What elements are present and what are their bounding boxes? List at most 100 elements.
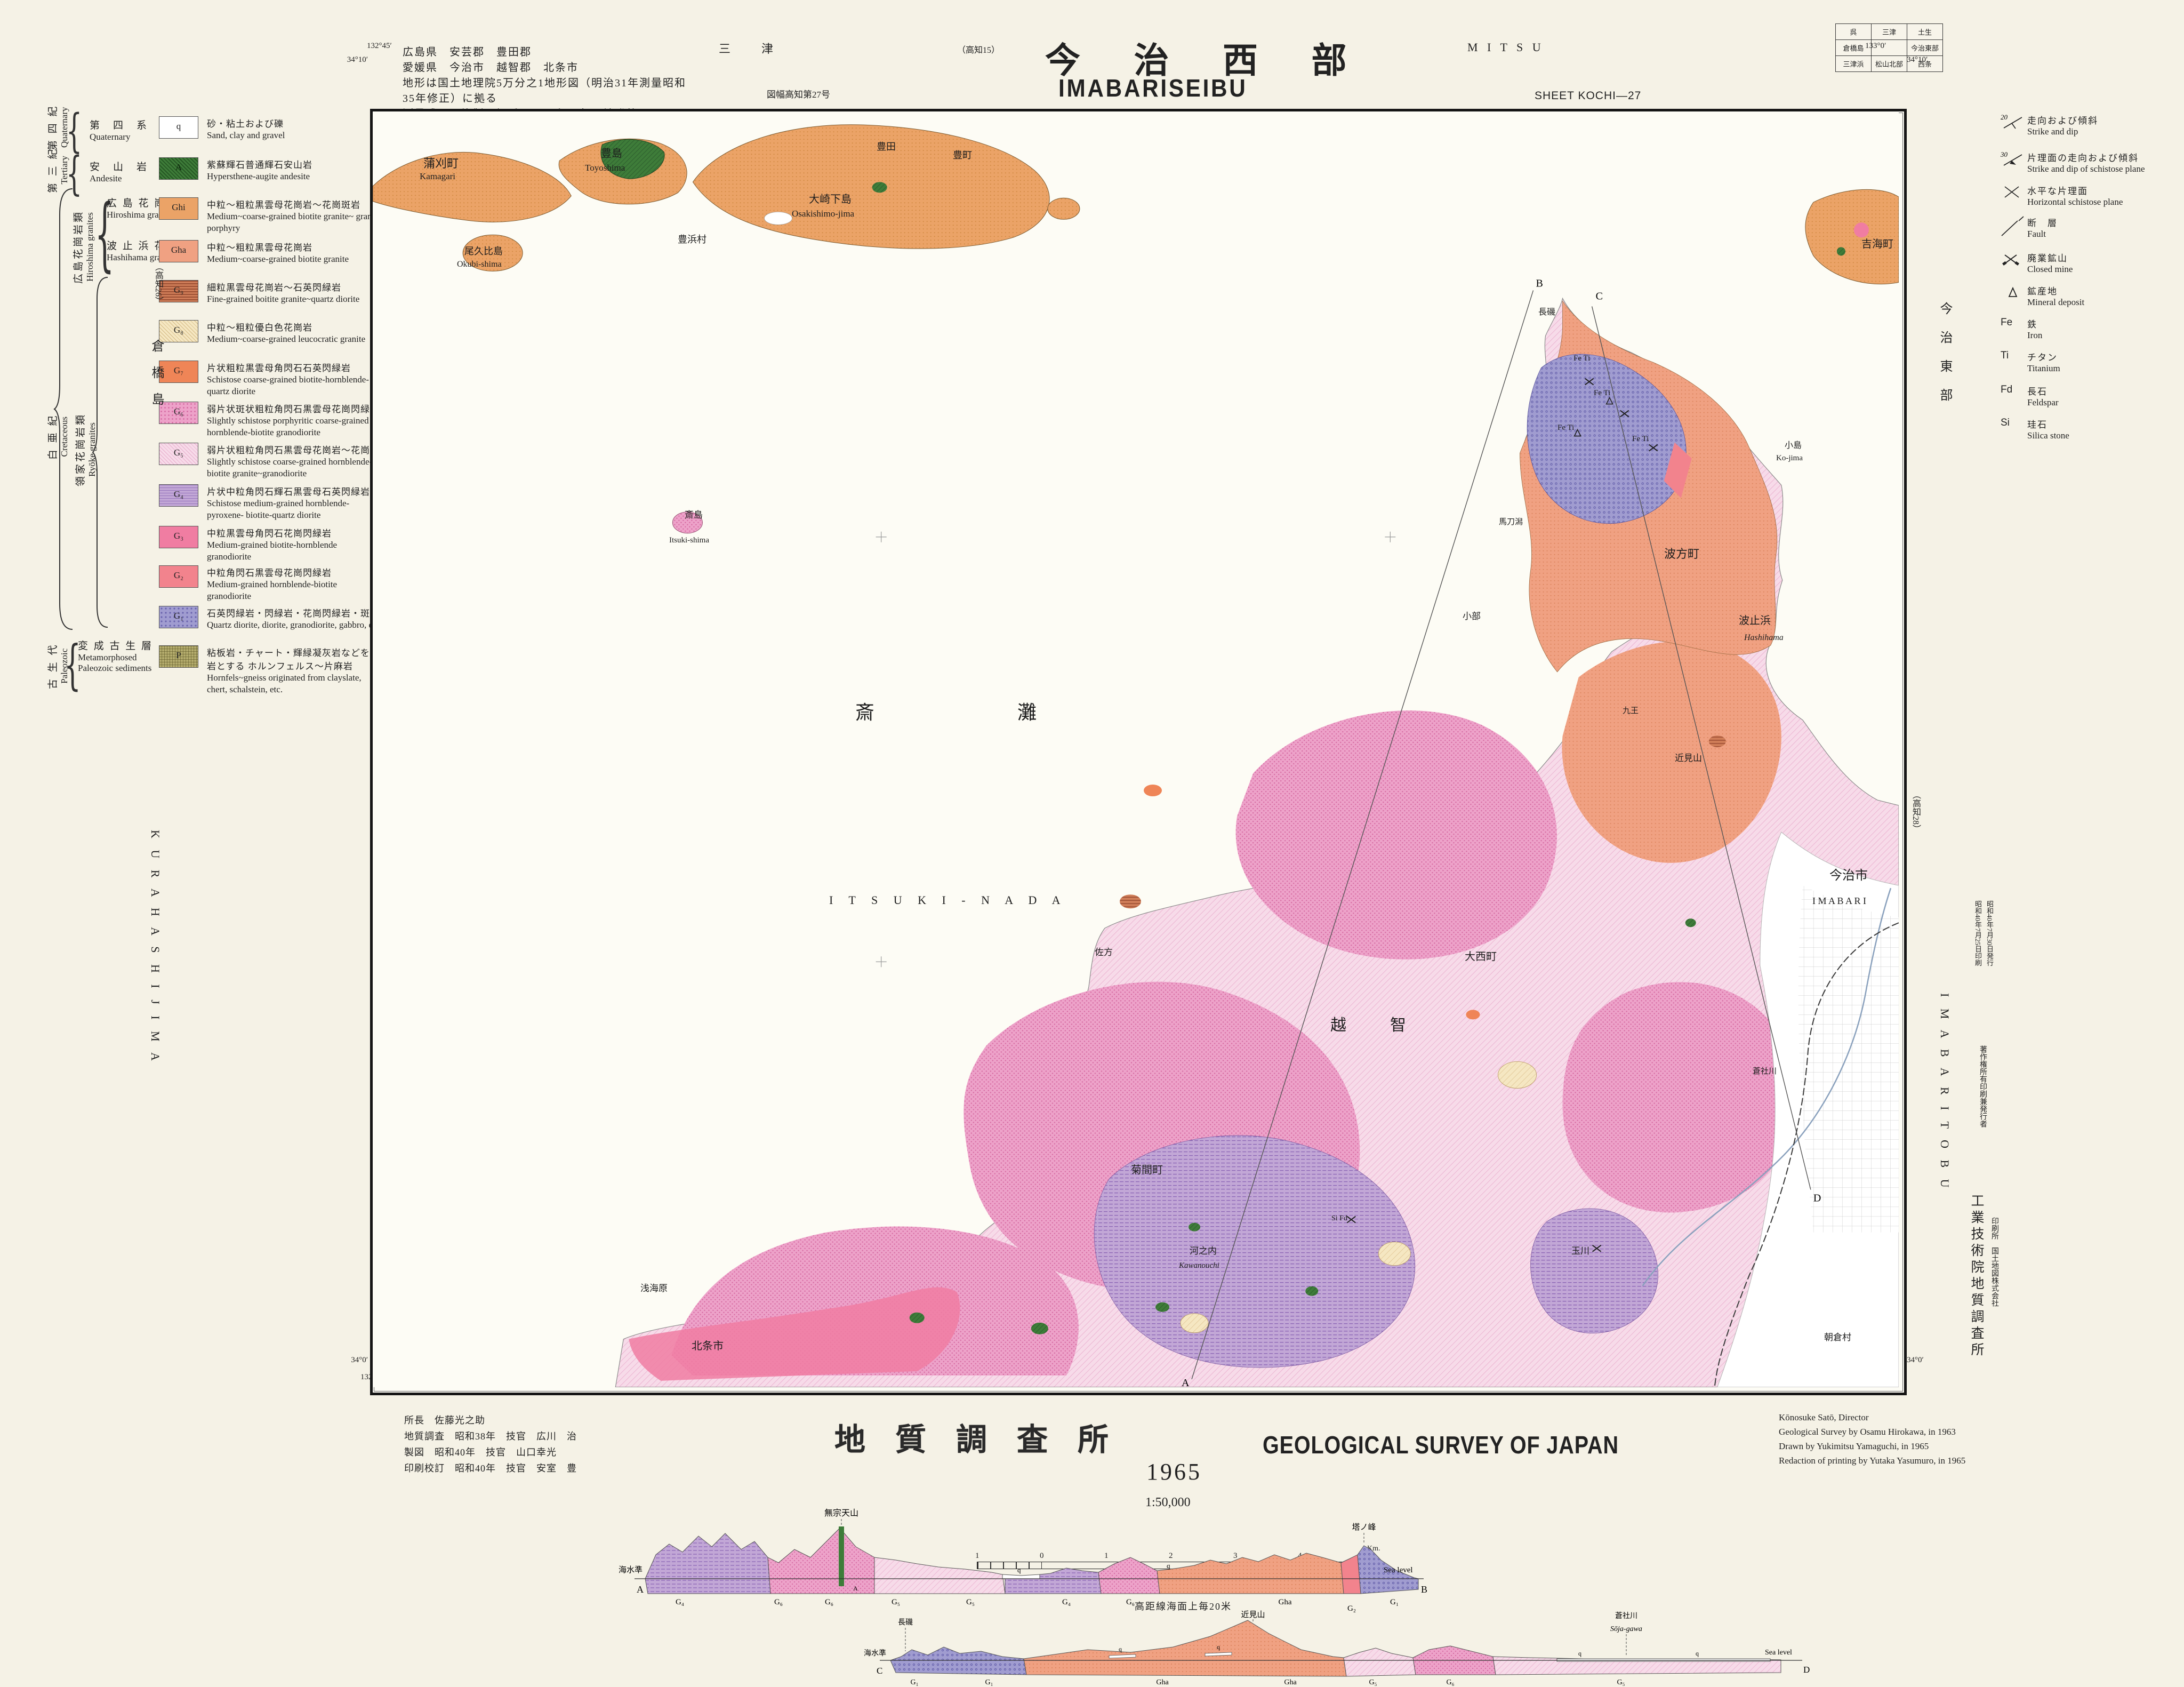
symbol-ja: 水平な片理面	[2027, 186, 2088, 196]
legend-unit-code: G₆	[173, 406, 184, 417]
legend-entry-G1: G₁ 石英閃緑岩・閃緑岩・花崗閃緑岩・斑糲岩など Quartz diorite,…	[159, 606, 408, 631]
closed-mine-icon	[2001, 251, 2025, 272]
corner-lat-bl: 34°0′	[351, 1356, 368, 1364]
symbol-en: Titanium	[2027, 363, 2060, 373]
legend-unit-code: G₃	[173, 531, 184, 541]
legend-unit-code: G₇	[173, 365, 184, 375]
legend-desc: 片状中粒角閃石輝石黒雲母石英閃緑岩 Schistose medium-grain…	[207, 484, 383, 521]
imprint-copyright: 著作権所有印刷兼発行者	[1979, 1045, 1987, 1128]
symbol-ja: 断 層	[2027, 218, 2058, 228]
legend-en: Fine-grained boitite granite~quartz dior…	[207, 294, 360, 304]
legend-entry-P: P 粘板岩・チャート・輝緑凝灰岩などを源岩とする ホルンフェルス～片麻岩 Hor…	[159, 645, 383, 695]
g8-stocks	[1180, 1061, 1537, 1333]
legend-entry-G3: G₃ 中粒黒雲母角閃石花崗閃緑岩 Medium-grained biotite-…	[159, 526, 383, 563]
scale-tick: 2	[1169, 1552, 1173, 1560]
map-label: 波方町	[1664, 547, 1700, 561]
imabari-street-grid	[1798, 885, 1899, 1233]
region-line: 広島県 安芸郡 豊田郡	[403, 46, 532, 58]
legend-swatch: G₁	[159, 606, 198, 628]
symbol-fault: 断 層 Fault	[2001, 215, 2058, 240]
cd-q-lens2	[1205, 1652, 1232, 1657]
legend-swatch: P	[159, 645, 198, 668]
brace-cretaceous	[53, 188, 73, 630]
map-label: 馬刀潟	[1499, 518, 1523, 526]
symbol-en: Feldspar	[2027, 397, 2059, 407]
legend-en: Sand, clay and gravel	[207, 130, 285, 140]
region-g4-kawanouchi	[1094, 1135, 1416, 1368]
legend-swatch: G₃	[159, 526, 198, 548]
map-label-mineral: Fe Ti	[1557, 423, 1575, 432]
svg-text:G₄: G₄	[676, 1598, 684, 1606]
legend-ja: 粘板岩・チャート・輝緑凝灰岩などを源岩とする ホルンフェルス～片麻岩	[207, 648, 380, 671]
section-point-a: A	[1182, 1377, 1190, 1387]
symbol-en: Closed mine	[2027, 264, 2073, 274]
symbol-ja: チタン	[2027, 353, 2058, 363]
index-cell: 土生	[1907, 23, 1943, 40]
region-line: 35年修正）に拠る	[403, 93, 497, 105]
legend-en: Medium~coarse-grained biotite granite	[207, 254, 349, 264]
map-label: 蒼社川	[1753, 1067, 1777, 1076]
map-label: I M A B A R I	[1812, 896, 1867, 906]
sheet-reference: 図幅高知第27号	[767, 90, 830, 100]
map-label: 今治市	[1829, 869, 1868, 883]
cd-unit-labels: G₁ G₁ Gha Gha G₅ G₆ G₅	[911, 1678, 1625, 1686]
symbol-en: Iron	[2027, 330, 2043, 340]
cd-end: D	[1803, 1665, 1810, 1675]
legend-ja: 片状中粒角閃石輝石黒雲母石英閃緑岩	[207, 487, 370, 497]
island-okubishima	[462, 234, 523, 271]
svg-text:G₆: G₆	[825, 1598, 833, 1606]
legend-desc: 片状粗粒黒雲母角閃石石英閃緑岩 Schistose coarse-grained…	[207, 361, 383, 397]
islet	[1047, 197, 1080, 220]
legend-unit-code: P	[176, 650, 181, 660]
group-label-en: Paleozoic sediments	[78, 663, 152, 673]
ab-end: B	[1421, 1584, 1427, 1595]
agency-stamp: 地質調査所	[834, 1422, 1139, 1457]
island-kamagari	[373, 151, 572, 222]
cd-g5-a	[1343, 1648, 1416, 1677]
symbol-strike-dip: 20 走向および傾斜 Strike and dip	[2001, 113, 2098, 137]
ab-q2: q	[1167, 1562, 1170, 1570]
index-cell: 今治東部	[1907, 39, 1943, 56]
svg-text:G₁: G₁	[911, 1678, 919, 1686]
region-g1-tomari	[1527, 354, 1687, 524]
map-label: Hashihama	[1744, 633, 1784, 642]
fault-icon	[2001, 215, 2025, 240]
map-scale: 1:50,000	[1145, 1496, 1191, 1509]
header-region-block: 広島県 安芸郡 豊田郡 愛媛県 今治市 越智郡 北条市 地形は国土地理院5万分之…	[403, 45, 686, 122]
group-label-ja: 領家花崗岩類	[75, 412, 86, 486]
cd-gha	[1023, 1620, 1347, 1677]
legend-en: Slightly schistose porphyritic coarse-gr…	[207, 415, 369, 437]
index-cell: 西条	[1907, 55, 1943, 72]
legend-unit-code: A	[175, 162, 182, 172]
contour-interval-note: 高距線海面上毎20米	[1135, 1601, 1232, 1612]
adjacent-sheet-top-ja: 三 津	[719, 42, 783, 55]
era-label-ja: 第 四 紀	[47, 104, 59, 150]
peak-label-musotenzan: 無宗天山	[824, 1508, 858, 1518]
map-label: 近見山	[1675, 753, 1702, 763]
symbol-en: Horizontal schistose plane	[2027, 197, 2123, 207]
map-title-japanese: 今 治 西 部	[1045, 42, 1369, 81]
credit-line: 地質調査 昭和38年 技官 広川 治	[404, 1431, 577, 1442]
legend-unit-code: G₉	[173, 285, 184, 295]
region-g6-north	[1235, 710, 1557, 960]
legend-desc: 中粒～粗粒優白色花崗岩 Medium~coarse-grained leucoc…	[207, 320, 383, 345]
g7-bodies	[1144, 785, 1480, 1020]
legend-swatch: G₆	[159, 402, 198, 424]
legend-ja: 弱片状斑状粗粒角閃石黒雲母花崗閃緑岩	[207, 404, 380, 414]
region-line: 地形は国土地理院5万分之1地形図（明治31年測量昭和	[403, 77, 686, 89]
symbol-en: Strike and dip of schistose plane	[2027, 164, 2145, 174]
geologic-map-graphic: A B C D	[373, 111, 1899, 1387]
map-label: 玉川	[1571, 1246, 1589, 1256]
legend-ja: 中粒～粗粒黒雲母花崗岩～花崗斑岩	[207, 200, 360, 210]
ab-g4-west	[645, 1533, 771, 1594]
symbol-mineral-deposit: 鉱産地 Mineral deposit	[2001, 284, 2084, 308]
legend-ja: 砂・粘土および礫	[207, 119, 284, 129]
agency-name-en: GEOLOGICAL SURVEY OF JAPAN	[1263, 1431, 1619, 1459]
legend-en: Medium~coarse-grained biotite granite~ g…	[207, 211, 381, 233]
legend-desc: 紫蘇輝石普通輝石安山岩 Hypersthene-augite andesite	[207, 157, 383, 182]
corner-lat-tr: 34°10′	[1907, 55, 1928, 64]
sojagawa-river	[1642, 888, 1892, 1286]
legend-ja: 紫蘇輝石普通輝石安山岩	[207, 160, 312, 170]
legend-entry-G5: G₅ 弱片状粗粒角閃石黒雲母花崗岩～花崗閃緑岩 Slightly schisto…	[159, 443, 398, 479]
brace: {	[95, 188, 115, 281]
